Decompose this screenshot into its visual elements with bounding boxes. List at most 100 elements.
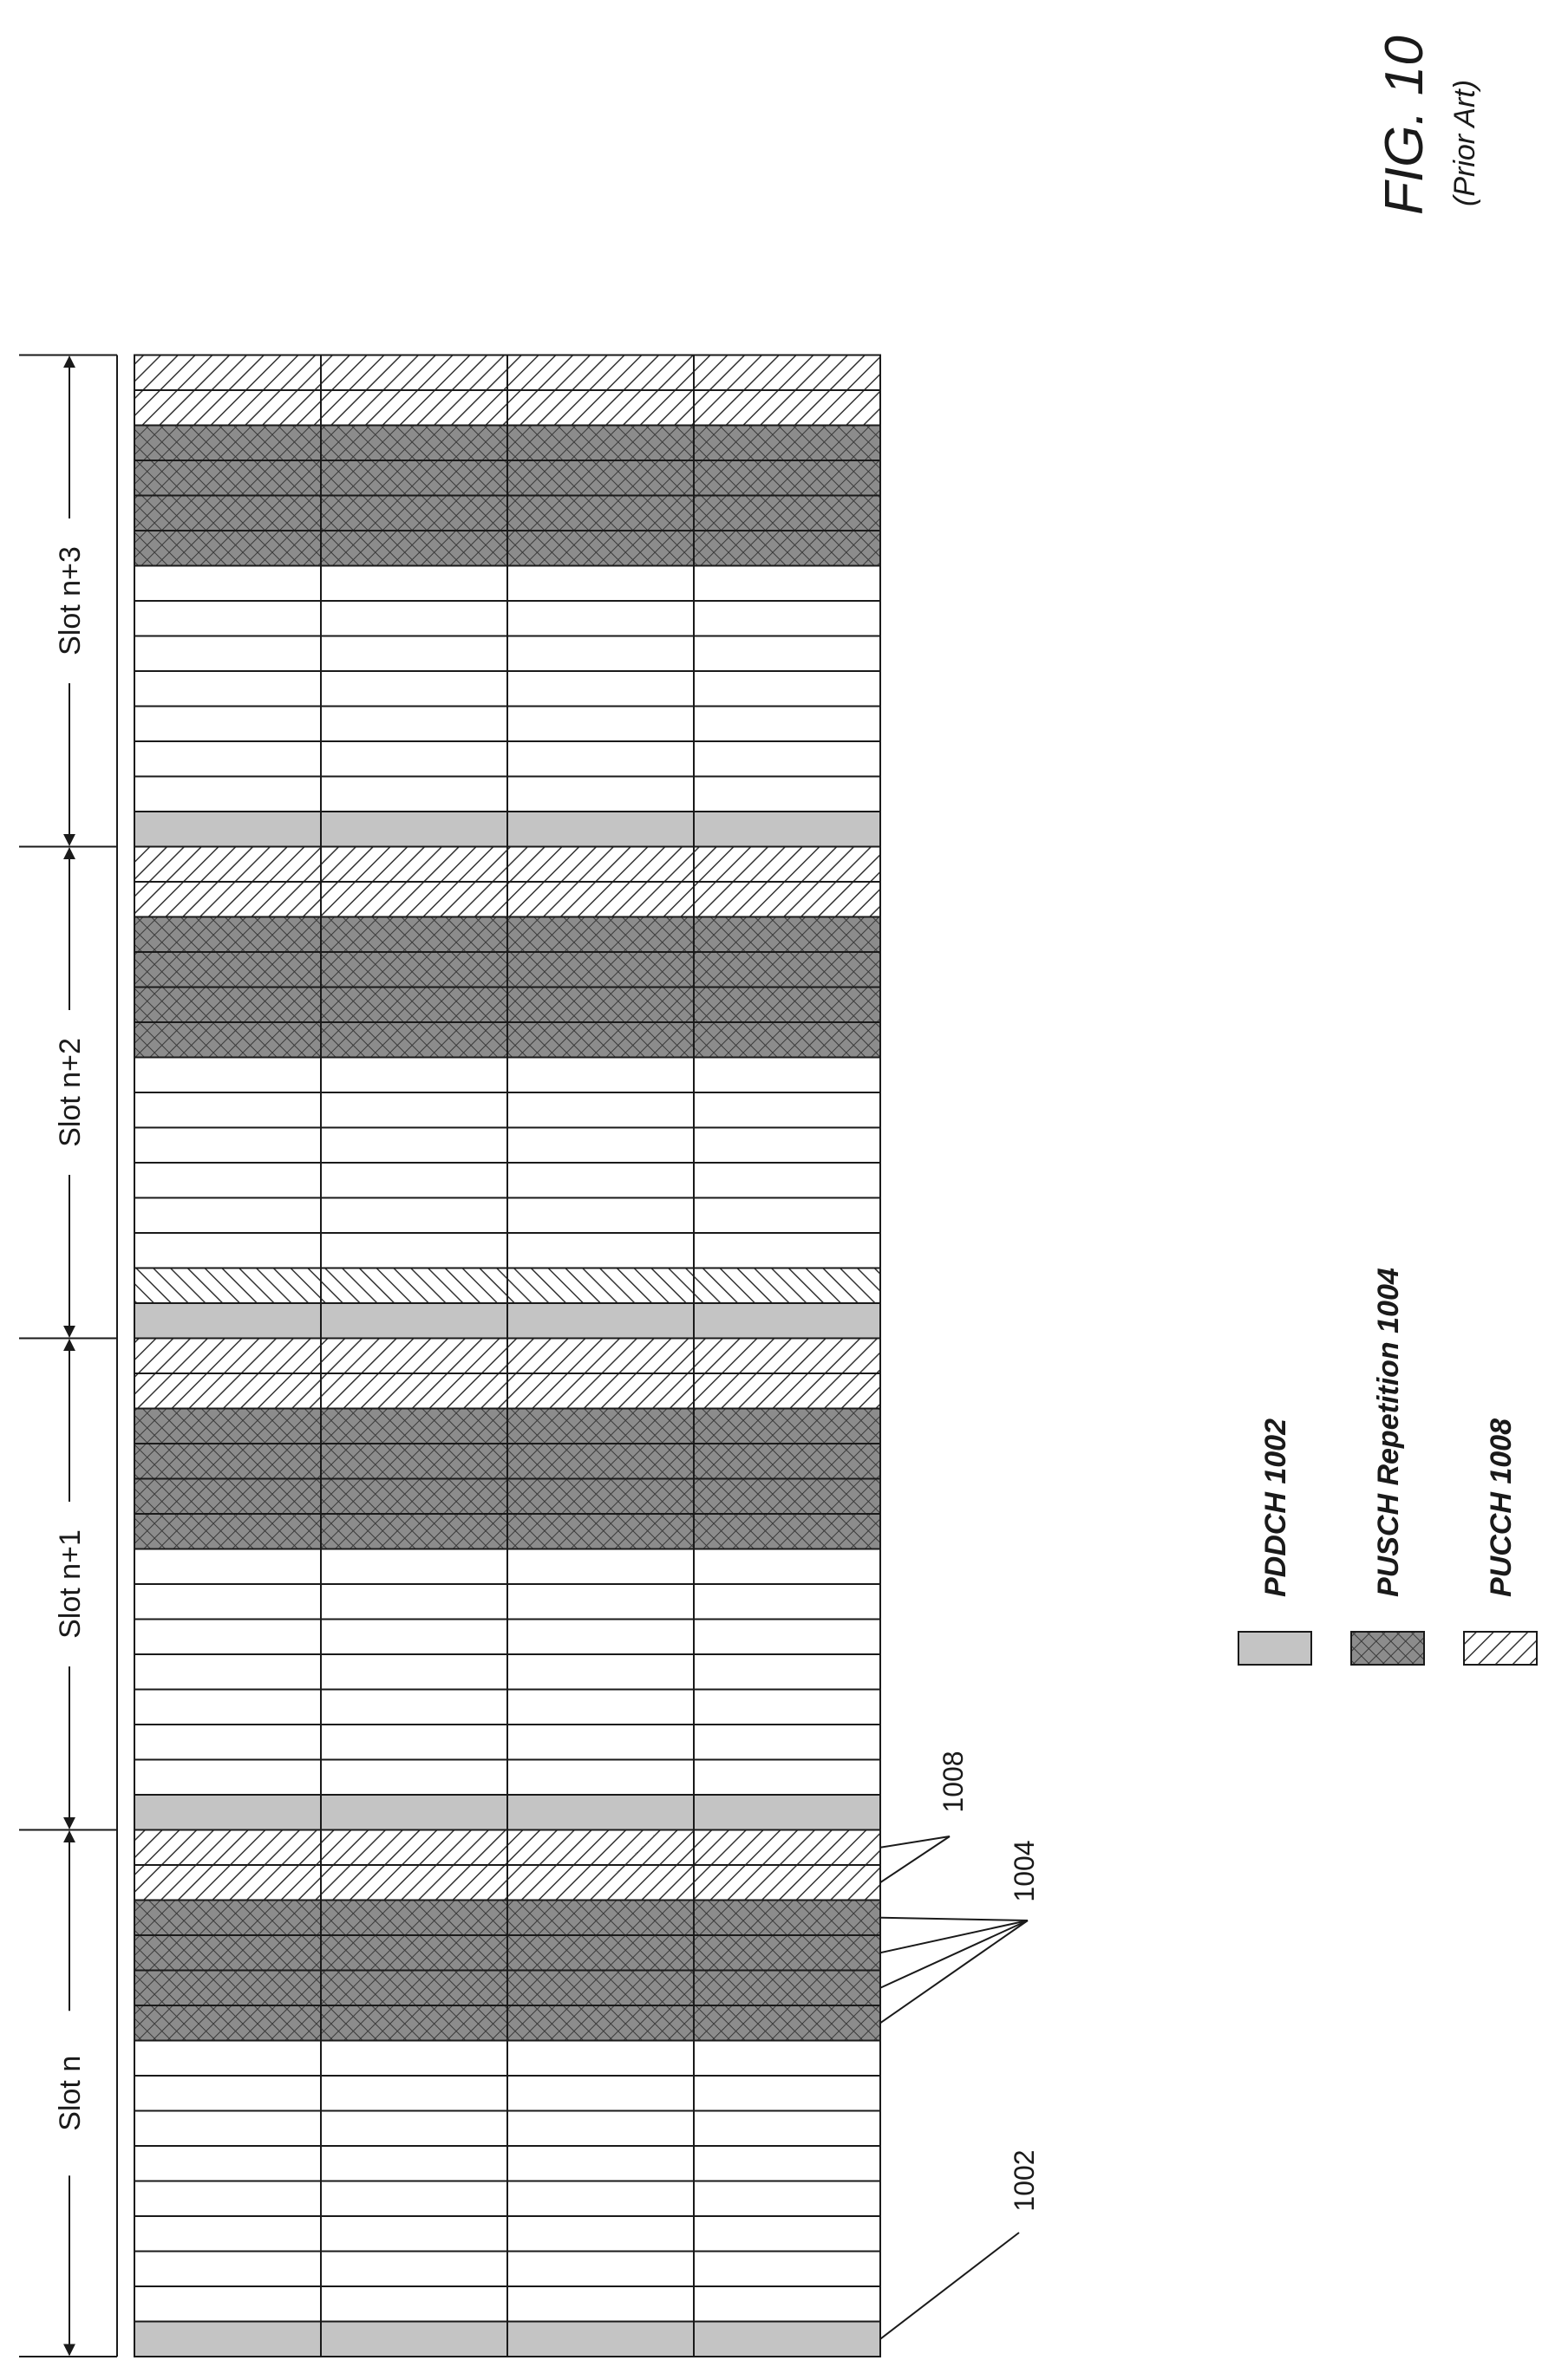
resource-block-empty (320, 1162, 508, 1199)
resource-block-pucch (134, 845, 322, 883)
resource-block-pucch (506, 881, 695, 918)
slot-3 (134, 354, 881, 848)
resource-block-empty (320, 1618, 508, 1655)
resource-block-empty (320, 2145, 508, 2182)
resource-block-pucch (134, 389, 322, 427)
resource-block-empty (320, 705, 508, 742)
resource-block-pdcch (320, 1794, 508, 1831)
resource-block-empty (320, 740, 508, 778)
figure-caption: FIG. 10 (Prior Art) (1375, 36, 1481, 215)
resource-block-empty (134, 2145, 322, 2182)
resource-block-empty (693, 1548, 881, 1585)
resource-block-empty (693, 2180, 881, 2217)
resource-block-pusch (320, 1407, 508, 1444)
resource-block-empty (693, 1126, 881, 1164)
legend-swatch-pdcch (1238, 1631, 1312, 1666)
resource-block-pusch (693, 986, 881, 1023)
resource-block-empty (693, 775, 881, 812)
resource-block-pucch (134, 1864, 322, 1901)
leader-line-1008 (879, 1836, 951, 1849)
resource-block-pucch_alt (134, 1267, 322, 1304)
resource-block-empty (320, 775, 508, 812)
resource-block-pusch (320, 1443, 508, 1480)
resource-block-empty (134, 2075, 322, 2112)
resource-block-empty (506, 705, 695, 742)
resource-block-empty (693, 2285, 881, 2323)
resource-block-empty (320, 2039, 508, 2077)
resource-block-empty (320, 600, 508, 637)
resource-block-empty (320, 635, 508, 672)
resource-block-pusch (134, 424, 322, 461)
leader-line-1004 (879, 1920, 1029, 1954)
resource-block-pdcch (693, 2320, 881, 2357)
resource-block-pusch (506, 494, 695, 531)
resource-block-pucch (506, 845, 695, 883)
resource-block-pusch (693, 1021, 881, 1059)
resource-block-empty (693, 740, 881, 778)
resource-block-pdcch (320, 811, 508, 848)
resource-block-pusch (506, 1477, 695, 1515)
resource-block-pdcch (506, 811, 695, 848)
resource-block-empty (134, 1653, 322, 1691)
resource-block-pucch (320, 1373, 508, 1410)
resource-block-pusch (693, 1969, 881, 2006)
resource-block-empty (134, 2215, 322, 2253)
resource-block-empty (320, 1653, 508, 1691)
resource-block-empty (506, 2109, 695, 2147)
legend-label-pucch: PUCCH 1008 (1485, 1418, 1518, 1597)
resource-block-pusch (506, 1513, 695, 1550)
resource-block-pucch (320, 1337, 508, 1374)
resource-block-empty (320, 1583, 508, 1620)
resource-block-empty (134, 2109, 322, 2147)
resource-block-empty (320, 670, 508, 707)
resource-block-pdcch (693, 1794, 881, 1831)
resource-block-pusch (320, 986, 508, 1023)
resource-block-empty (320, 2109, 508, 2147)
resource-block-empty (506, 740, 695, 778)
resource-block-pusch (693, 1407, 881, 1444)
resource-block-pusch (320, 2005, 508, 2042)
resource-block-empty (506, 1197, 695, 1234)
resource-block-pusch (320, 951, 508, 988)
resource-block-pucch (693, 1373, 881, 1410)
resource-block-pusch (320, 1969, 508, 2006)
resource-block-empty (693, 1092, 881, 1129)
resource-block-empty (506, 635, 695, 672)
resource-block-pucch (506, 1373, 695, 1410)
resource-block-pusch (693, 1443, 881, 1480)
resource-block-empty (134, 2039, 322, 2077)
resource-block-empty (134, 1583, 322, 1620)
legend-label-pdcch: PDDCH 1002 (1259, 1418, 1292, 1597)
slot-label: Slot n+3 (54, 546, 87, 655)
reference-callouts: 1002 1004 1008 (879, 1751, 1040, 2340)
ref-1002: 1002 (1009, 2149, 1040, 2211)
resource-block-empty (693, 2075, 881, 2112)
resource-block-empty (506, 1162, 695, 1199)
resource-block-empty (320, 1197, 508, 1234)
resource-block-pdcch (506, 1302, 695, 1340)
resource-block-pusch (506, 460, 695, 497)
resource-block-pusch (134, 1513, 322, 1550)
resource-block-pucch (320, 389, 508, 427)
slot-0 (134, 1829, 881, 2357)
resource-block-empty (134, 1197, 322, 1234)
resource-block-empty (134, 1232, 322, 1269)
resource-block-pdcch (134, 1794, 322, 1831)
resource-block-empty (506, 1548, 695, 1585)
resource-block-pdcch (693, 1302, 881, 1340)
resource-block-empty (693, 1056, 881, 1093)
resource-block-empty (134, 1126, 322, 1164)
resource-block-pucch (693, 881, 881, 918)
resource-block-pusch (506, 951, 695, 988)
resource-block-pusch (320, 1899, 508, 1936)
resource-block-empty (134, 2180, 322, 2217)
resource-block-pusch (506, 1934, 695, 1972)
resource-block-pusch (506, 1899, 695, 1936)
resource-block-pusch (320, 494, 508, 531)
resource-block-empty (693, 1724, 881, 1761)
resource-block-empty (134, 635, 322, 672)
resource-block-pdcch (320, 1302, 508, 1340)
resource-block-empty (320, 2075, 508, 2112)
leader-line-1004 (879, 1920, 1029, 1989)
resource-block-pusch (693, 1899, 881, 1936)
